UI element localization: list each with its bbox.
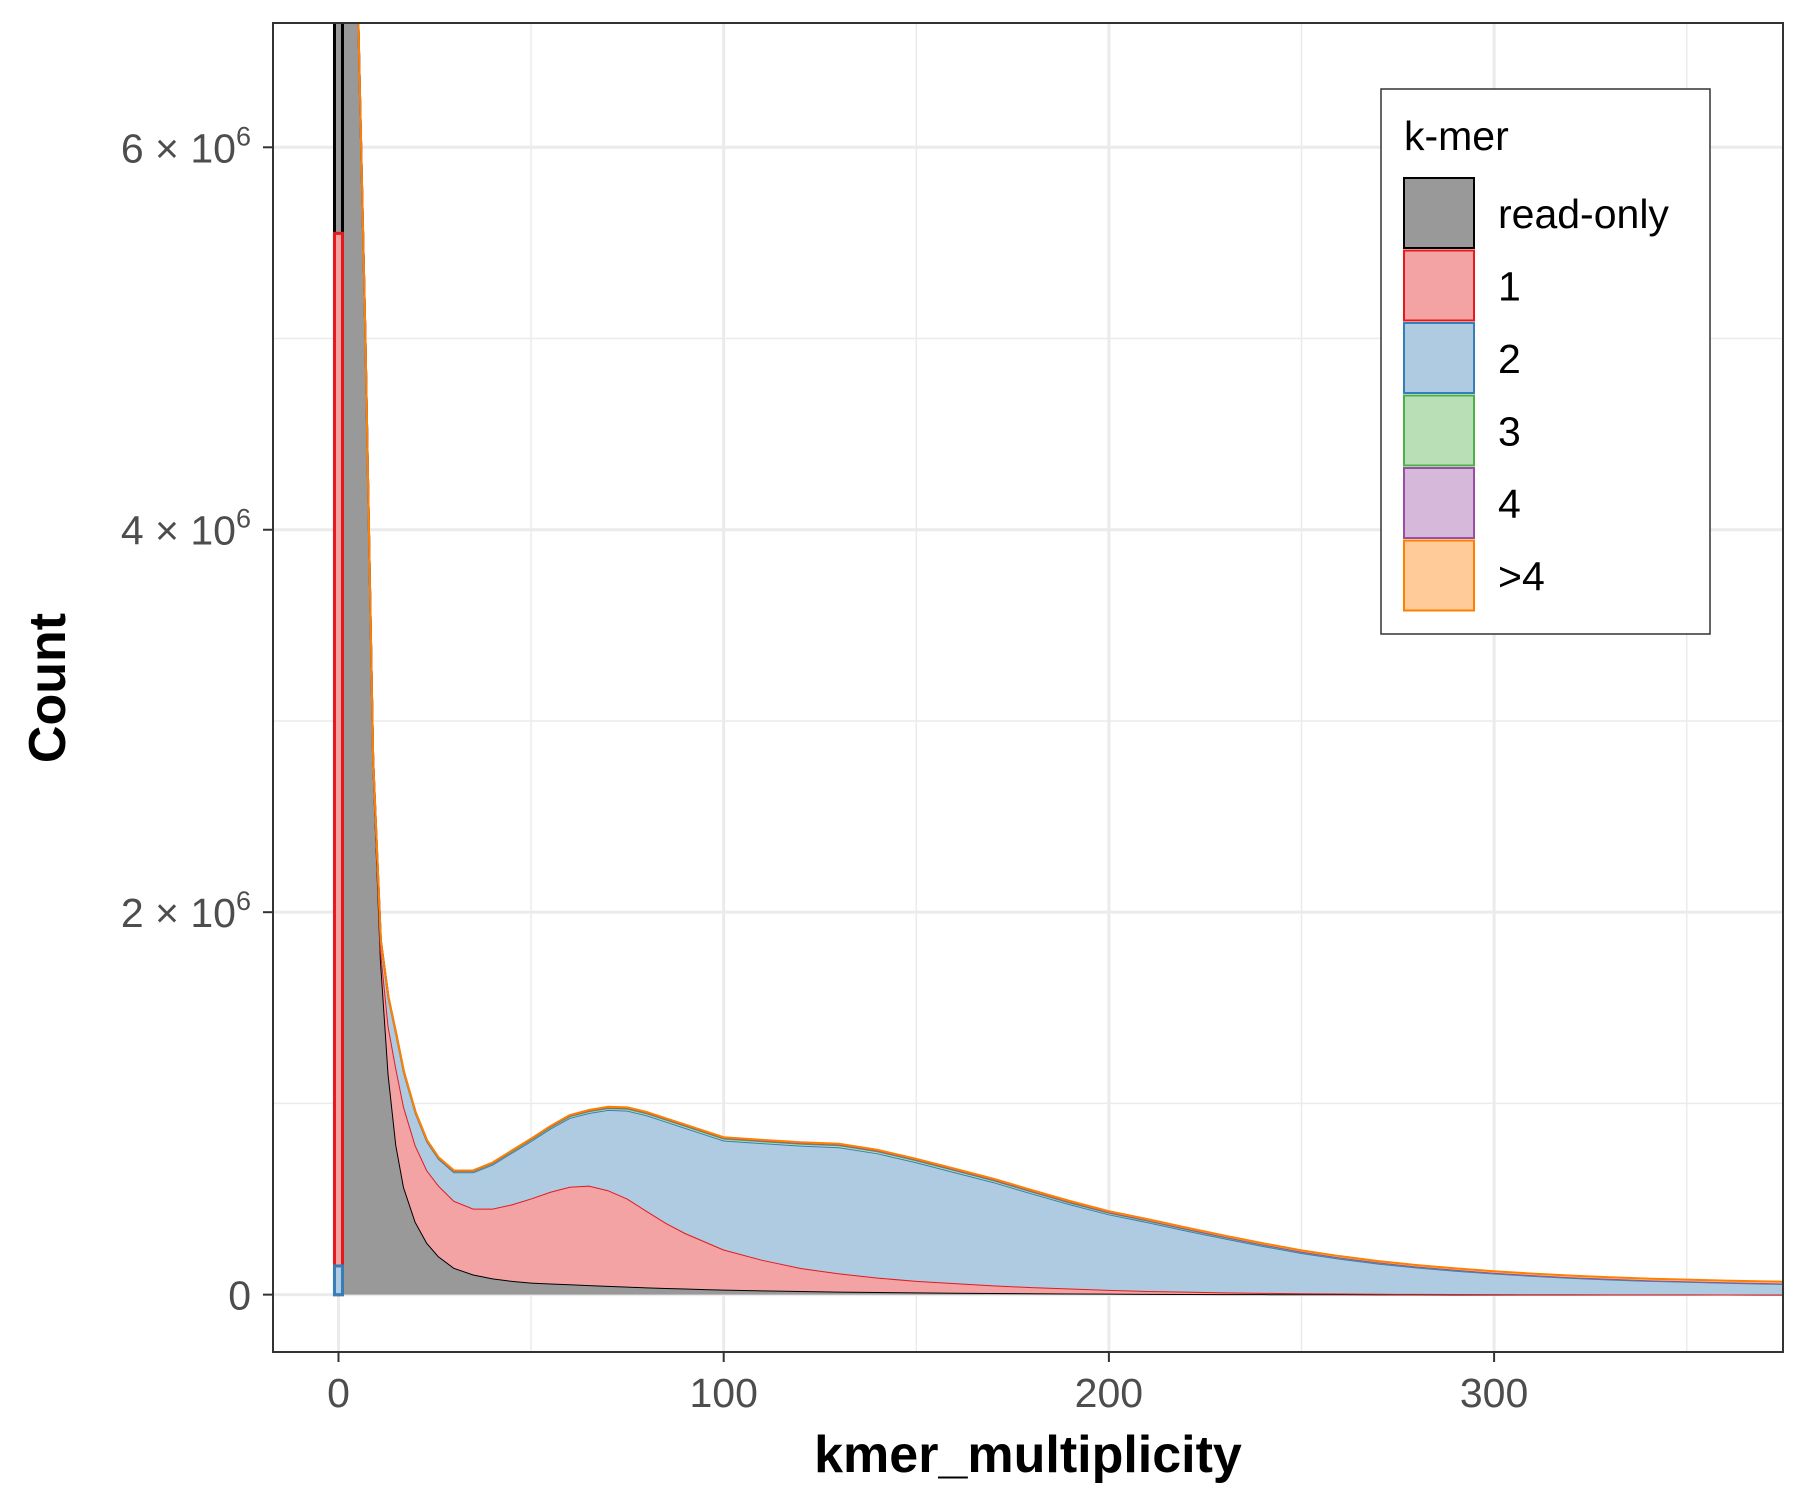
x-axis-title: kmer_multiplicity: [814, 1426, 1242, 1484]
bar-zero-2: [332, 1264, 344, 1297]
legend-key-2: [1403, 322, 1475, 394]
x-tick-label: 100: [689, 1370, 757, 1416]
legend-label-gt4: >4: [1498, 554, 1545, 600]
x-axis: 0 100 200 300: [327, 1352, 1528, 1416]
legend: k-mer read-only 1 2 3 4 >4: [1380, 88, 1711, 635]
legend-items: read-only 1 2 3 4 >4: [1403, 177, 1669, 612]
legend-key-gt4: [1403, 539, 1475, 612]
x-tick-label: 300: [1460, 1370, 1528, 1416]
y-axis-title: Count: [19, 613, 77, 763]
line-gt4: [357, 23, 1783, 1283]
legend-label-1: 1: [1498, 264, 1521, 310]
y-tick-label: 0: [228, 1273, 251, 1319]
stacked-areas: [332, 23, 1783, 1297]
legend-label-4: 4: [1498, 481, 1521, 527]
legend-label-2: 2: [1498, 336, 1521, 382]
x-tick-label: 0: [327, 1370, 350, 1416]
area-2: [358, 23, 1783, 1295]
x-tick-label: 200: [1075, 1370, 1143, 1416]
legend-key-4: [1403, 467, 1475, 539]
legend-title: k-mer: [1404, 113, 1509, 159]
legend-key-3: [1403, 394, 1475, 467]
bar-zero-1: [332, 231, 344, 1297]
y-tick-label: 4 × 106: [121, 504, 251, 554]
panel-border: [272, 22, 1784, 1353]
y-axis: 0 2 × 106 4 × 106 6 × 106: [121, 121, 273, 1319]
legend-label-read-only: read-only: [1498, 191, 1669, 237]
legend-key-1: [1403, 249, 1475, 322]
legend-label-3: 3: [1498, 409, 1521, 455]
y-tick-label: 2 × 106: [121, 886, 251, 936]
legend-key-read-only: [1403, 177, 1475, 249]
y-tick-label: 6 × 106: [121, 121, 251, 171]
